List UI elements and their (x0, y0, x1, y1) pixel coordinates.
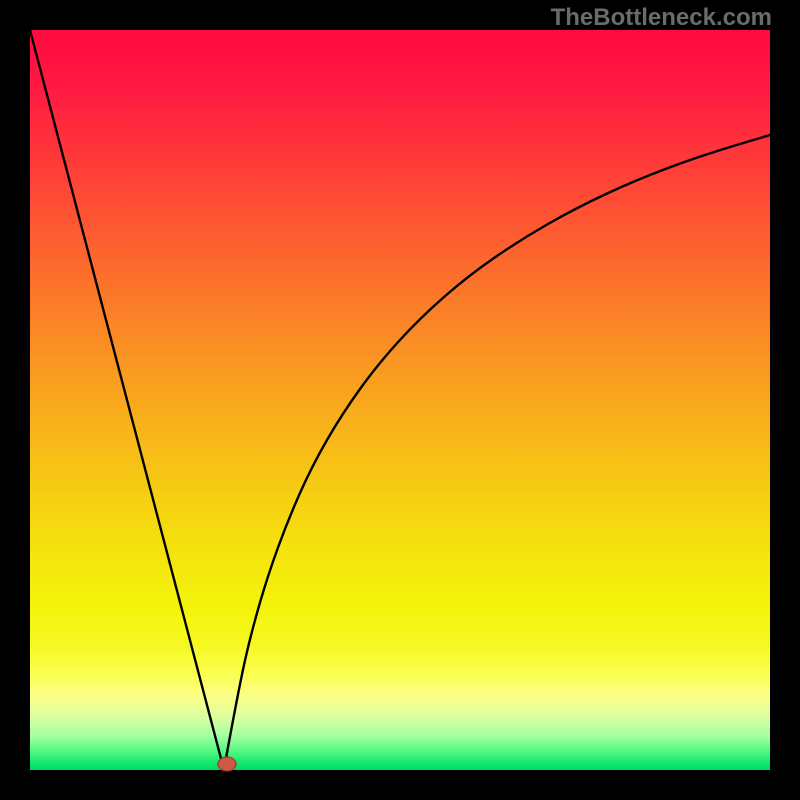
vertex-marker (218, 757, 236, 771)
chart-container: TheBottleneck.com (0, 0, 800, 800)
bottleneck-curve (30, 30, 770, 770)
chart-svg (0, 0, 800, 800)
